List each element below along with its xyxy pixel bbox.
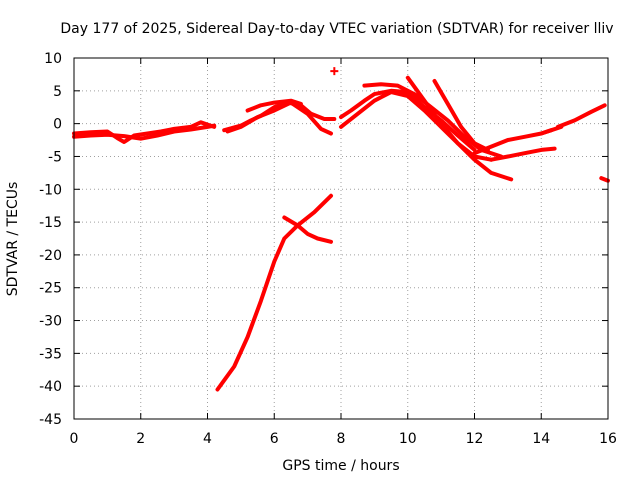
y-tick-label: -25 (39, 281, 62, 297)
x-tick-label: 0 (70, 431, 79, 447)
grid (74, 58, 608, 419)
y-tick-label: 5 (53, 84, 62, 100)
y-tick-labels: 10 5 0 -5 -10 -15 -20 -25 -30 -35 -40 -45 (39, 51, 62, 428)
trace-15 (555, 103, 607, 129)
trace-14 (489, 146, 557, 162)
trace-16 (539, 124, 564, 136)
y-tick-label: -40 (39, 379, 62, 395)
x-tick-label: 8 (337, 431, 346, 447)
x-tick-labels: 0 2 4 6 8 10 12 14 16 (70, 431, 617, 447)
y-tick-label: -15 (39, 215, 62, 231)
x-tick-label: 12 (466, 431, 484, 447)
y-tick-label: -45 (39, 412, 62, 428)
x-tick-label: 10 (399, 431, 417, 447)
y-axis-label: SDTVAR / TECUs (5, 182, 21, 297)
trace-2 (72, 123, 217, 141)
trace-7 (282, 215, 333, 244)
trace-8 (339, 88, 477, 152)
trace-9 (339, 90, 514, 182)
y-tick-label: 0 (53, 117, 62, 133)
trace-11 (405, 75, 494, 162)
outlier-point (330, 67, 339, 76)
y-tick-label: -5 (48, 149, 62, 165)
trace-12 (432, 79, 490, 152)
trace-17 (599, 176, 610, 183)
trace-5 (245, 98, 303, 113)
x-tick-label: 4 (203, 431, 212, 447)
chart-title: Day 177 of 2025, Sidereal Day-to-day VTE… (60, 21, 613, 37)
y-tick-label: 10 (44, 51, 62, 67)
trace-6 (215, 193, 333, 392)
y-tick-label: -35 (39, 346, 62, 362)
x-tick-label: 6 (270, 431, 279, 447)
y-tick-label: -20 (39, 248, 62, 264)
x-tick-label: 14 (532, 431, 550, 447)
x-tick-label: 16 (599, 431, 617, 447)
y-tick-label: -30 (39, 314, 62, 330)
x-axis-label: GPS time / hours (282, 458, 399, 474)
data-traces (72, 67, 610, 392)
y-tick-label: -10 (39, 182, 62, 198)
axis-ticks (73, 57, 609, 420)
x-tick-label: 2 (136, 431, 145, 447)
trace-1 (72, 120, 217, 144)
trace-4 (225, 100, 333, 136)
